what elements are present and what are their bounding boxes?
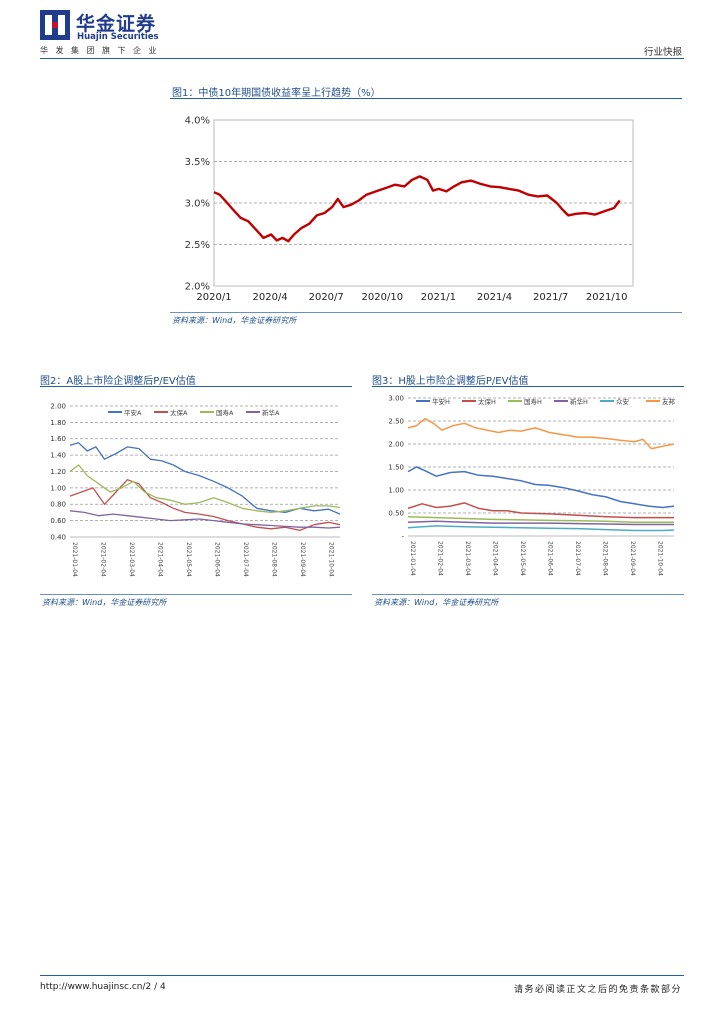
fig1-x-tick-label: 2021/1 <box>421 292 456 303</box>
fig3-series-line-1 <box>407 466 675 509</box>
fig3-x-tick-label: 2021-10-04 <box>657 541 664 576</box>
fig3-legend-label: 新华H <box>570 397 588 406</box>
fig2-y-tick-label: 1.40 <box>50 452 66 460</box>
fig3-legend-label: 众安 <box>616 397 630 406</box>
figure1-source: 资料来源：Wind，华金证券研究所 <box>172 316 297 325</box>
fig3-legend-label: 友邦 <box>662 397 676 406</box>
fig3-series-line-3 <box>407 515 674 523</box>
fig2-y-tick-label: 2.00 <box>50 402 66 410</box>
fig1-x-tick-label: 2020/4 <box>253 292 288 303</box>
fig2-legend-label: 新华A <box>262 408 280 417</box>
fig3-y-tick-label: - <box>401 532 404 540</box>
fig1-x-tick-label: 2020/7 <box>309 292 344 303</box>
figure3-chart: 3.00 2.50 2.00 1.50 1.00 0.50 -2021-01-04 2021-… <box>388 394 676 576</box>
figure1-title-rule <box>170 98 682 99</box>
fig1-x-tick-label: 2020/10 <box>362 292 404 303</box>
fig3-series-line-4 <box>407 520 674 526</box>
fig2-series-line-4 <box>69 510 341 529</box>
fig2-y-tick-label: 0.60 <box>50 517 66 525</box>
fig2-y-tick-label: 1.60 <box>50 435 66 443</box>
fig2-series-line-1 <box>69 442 341 515</box>
fig3-x-tick-label: 2021-03-04 <box>464 541 471 576</box>
fig3-x-tick-label: 2021-02-04 <box>437 541 444 576</box>
fig3-y-tick-label: 2.00 <box>388 440 404 448</box>
fig2-x-tick-label: 2021-10-04 <box>328 542 335 577</box>
figure2-source: 资料来源：Wind，华金证券研究所 <box>42 598 167 607</box>
figure2-chart: 2.00 1.80 1.60 1.40 1.20 1.00 0.80 0.60 0.40 2021… <box>50 402 341 577</box>
fig2-series-line-3 <box>69 464 341 514</box>
fig2-x-tick-label: 2021-06-04 <box>214 542 221 577</box>
fig3-series-line-5 <box>407 525 675 532</box>
figure1-title: 图1：中债10年期国债收益率呈上行趋势（%） <box>172 88 381 99</box>
figure2-title-rule <box>40 386 352 387</box>
brand-logo-icon <box>40 10 70 40</box>
fig1-y-tick-label: 3.5% <box>185 157 210 168</box>
fig1-x-tick-label: 2021/7 <box>533 292 568 303</box>
fig2-x-tick-label: 2021-08-04 <box>271 542 278 577</box>
fig2-x-tick-label: 2021-09-04 <box>299 542 306 577</box>
fig3-series-line-2 <box>407 502 674 519</box>
fig1-x-tick-label: 2021/10 <box>586 292 628 303</box>
fig2-y-tick-label: 1.00 <box>50 484 66 492</box>
fig3-x-tick-label: 2021-06-04 <box>547 541 554 576</box>
figure2-title: 图2：A股上市险企调整后P/EV估值 <box>40 376 196 387</box>
fig2-series-line-2 <box>69 479 341 532</box>
fig3-y-tick-label: 3.00 <box>388 394 404 402</box>
fig2-x-tick-label: 2021-02-04 <box>100 542 107 577</box>
header-rule <box>40 58 684 59</box>
fig3-y-tick-label: 1.50 <box>388 463 404 471</box>
figure3-bottom-rule <box>372 594 684 595</box>
fig1-y-tick-label: 3.0% <box>185 199 210 210</box>
figure3-source: 资料来源：Wind，华金证券研究所 <box>374 598 499 607</box>
document-type: 行业快报 <box>643 47 682 58</box>
footer-url[interactable]: http://www.huajinsc.cn/2 / 4 <box>40 982 166 992</box>
fig2-x-tick-label: 2021-01-04 <box>71 542 78 577</box>
fig3-legend-label: 国寿H <box>524 397 542 406</box>
fig1-x-tick-label: 2021/4 <box>477 292 512 303</box>
fig2-y-tick-label: 0.40 <box>50 533 66 541</box>
fig2-legend-label: 太保A <box>170 408 188 417</box>
fig2-x-tick-label: 2021-04-04 <box>157 542 164 577</box>
fig1-y-tick-label: 4.0% <box>185 116 210 127</box>
fig2-legend-label: 平安A <box>124 408 142 417</box>
figure3-title-rule <box>372 386 684 387</box>
fig3-x-tick-label: 2021-07-04 <box>574 541 581 576</box>
footer-disclaimer: 请务必阅读正文之后的免责条款部分 <box>513 985 682 995</box>
fig3-legend-label: 太保H <box>478 397 496 406</box>
brand-name-en: Huajin Securities <box>77 32 159 42</box>
fig1-y-tick-label: 2.5% <box>185 240 210 251</box>
brand-tagline: 华发集团旗下企业 <box>40 46 164 55</box>
fig2-x-tick-label: 2021-03-04 <box>128 542 135 577</box>
fig3-x-tick-label: 2021-04-04 <box>492 541 499 576</box>
fig2-y-tick-label: 1.80 <box>50 419 66 427</box>
fig3-legend-label: 平安H <box>432 397 450 406</box>
fig1-y-tick-label: 2.0% <box>185 282 210 293</box>
fig3-x-tick-label: 2021-05-04 <box>519 541 526 576</box>
fig2-x-tick-label: 2021-05-04 <box>185 542 192 577</box>
fig3-x-tick-label: 2021-09-04 <box>629 541 636 576</box>
fig3-y-tick-label: 2.50 <box>388 417 404 425</box>
figure3-title: 图3：H股上市险企调整后P/EV估值 <box>372 376 529 387</box>
fig1-x-tick-label: 2020/1 <box>196 292 231 303</box>
figure2-bottom-rule <box>40 594 352 595</box>
figure1-chart: 4.0% 3.5% 3.0% 2.5% 2.0%2020/1 2020/4 2020/7 20… <box>185 116 634 303</box>
fig3-x-tick-label: 2021-01-04 <box>409 541 416 576</box>
fig3-series-line-6 <box>407 417 675 450</box>
brand-name-cn: 华金证券 <box>76 13 157 35</box>
figure1-bottom-rule <box>170 312 682 313</box>
footer-rule <box>40 975 684 976</box>
fig3-y-tick-label: 0.50 <box>388 509 404 517</box>
fig3-x-tick-label: 2021-08-04 <box>602 541 609 576</box>
fig3-y-tick-label: 1.00 <box>388 486 404 494</box>
fig2-y-tick-label: 0.80 <box>50 501 66 509</box>
fig2-y-tick-label: 1.20 <box>50 468 66 476</box>
fig2-legend-label: 国寿A <box>216 408 234 417</box>
fig2-x-tick-label: 2021-07-04 <box>242 542 249 577</box>
fig1-series-line-1 <box>213 175 621 243</box>
